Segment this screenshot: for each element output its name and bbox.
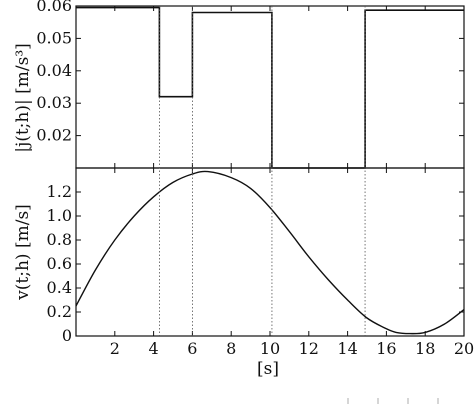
velocity-xtick-label: 12 [299,339,319,358]
jerk-frame [75,5,465,169]
velocity-xtick-label: 2 [110,339,120,358]
velocity-xtick-label: 6 [187,339,197,358]
jerk-ytick-label: 0.05 [36,28,72,47]
velocity-xtick-label: 18 [415,339,435,358]
velocity-xtick-label: 4 [149,339,159,358]
jerk-series-line [76,6,464,169]
velocity-ytick-label: 1.0 [47,206,72,225]
scan-artifacts [347,398,439,404]
velocity-xtick-label: 16 [376,339,396,358]
jerk-ytick-label: 0.06 [36,0,72,15]
velocity-frame [75,167,465,337]
velocity-ytick-label: 1.2 [47,182,72,201]
velocity-ytick-label: 0.6 [47,254,72,273]
velocity-xtick-label: 8 [226,339,236,358]
velocity-ytick-label: 0.2 [47,302,72,321]
velocity-xtick-label: 20 [454,339,474,358]
velocity-ylabel: v(t;h) [m/s] [13,204,33,301]
velocity-ytick-label: 0.4 [47,278,72,297]
velocity-ytick-label: 0.8 [47,230,72,249]
jerk-ytick-label: 0.02 [36,126,72,145]
velocity-xtick-label: 10 [260,339,280,358]
jerk-ytick-label: 0.04 [36,61,72,80]
x-axis-label: [s] [257,359,279,379]
jerk-ytick-label: 0.03 [36,93,72,112]
jerk-plot: 0.02 0.03 0.04 0.05 0.06 [36,0,465,169]
velocity-series-line [75,170,465,335]
velocity-xtick-label: 14 [337,339,357,358]
velocity-ytick-label: 0 [62,326,72,345]
jerk-ylabel: |j(t;h)| [m/s³] [13,43,33,153]
velocity-plot: 0 0.2 0.4 0.6 0.8 1.0 1.2 2 4 6 8 10 12 14 16 18 20 [47,167,474,358]
